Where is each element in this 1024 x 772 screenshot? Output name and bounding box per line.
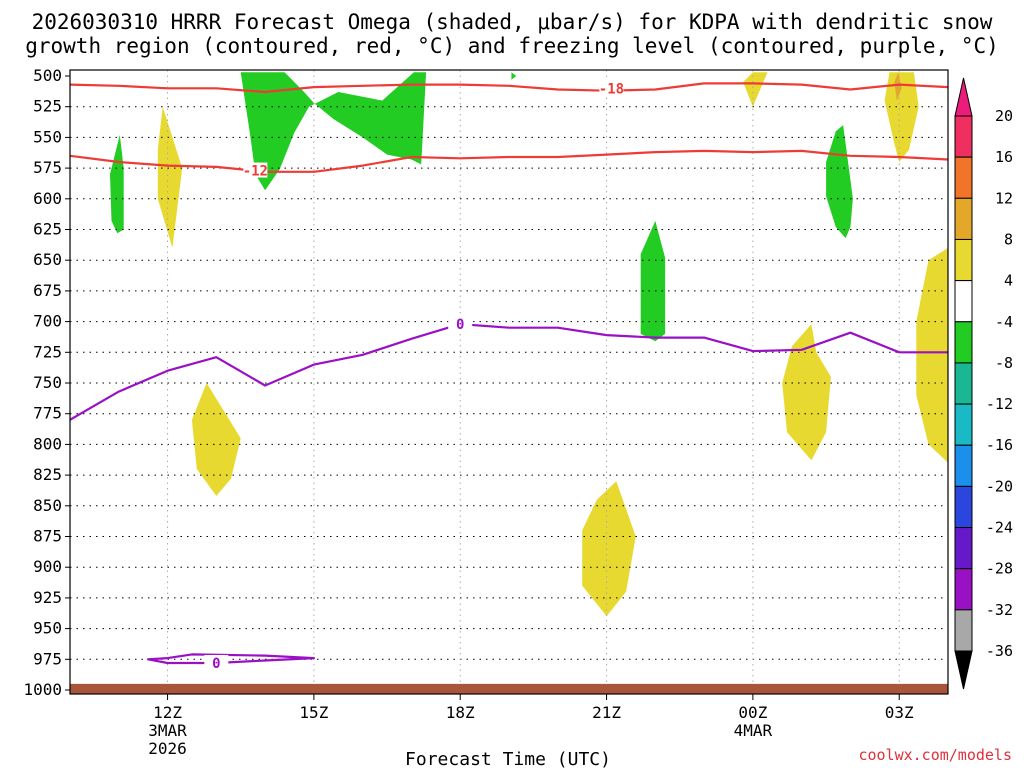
colorbar-top-arrow	[954, 77, 973, 117]
contour-label-dgz_-12C: -12	[243, 164, 268, 180]
omega-region-9	[782, 324, 831, 461]
y-tick-label: 500	[33, 66, 62, 85]
omega-region-12	[894, 72, 902, 101]
x-tick-label: 00Z	[738, 703, 767, 722]
contour-lines: -12 -18 0 0	[69, 80, 949, 672]
omega-region-11	[916, 247, 948, 463]
omega-region-0	[110, 134, 124, 234]
contour-label-freezing_level_0C: 0	[456, 317, 464, 333]
colorbar-segment	[954, 362, 973, 405]
y-tick-label: 875	[33, 527, 62, 546]
contour-label-freezing_level_0C_surface: 0	[212, 656, 220, 672]
colorbar-label: -4	[995, 313, 1013, 331]
y-tick-label: 675	[33, 281, 62, 300]
y-tick-label: 775	[33, 404, 62, 423]
plot-frame	[69, 69, 949, 695]
colorbar-label: -8	[995, 354, 1013, 372]
contour-label-dgz_-18C: -18	[599, 81, 624, 97]
x-axis-label: Forecast Time (UTC)	[405, 749, 611, 768]
colorbar-segment	[954, 238, 973, 282]
contour-label-bg	[243, 162, 268, 178]
colorbar-segment	[954, 321, 973, 364]
x-tick-date: 4MAR	[734, 721, 773, 740]
colorbar-segment	[954, 568, 973, 611]
colorbar-label: 8	[1004, 230, 1013, 248]
colorbar-segment	[954, 527, 973, 570]
omega-region-1	[240, 72, 427, 191]
contour-label-bg	[599, 80, 624, 96]
y-tick-label: 850	[33, 496, 62, 515]
colorbar-label: 4	[1004, 272, 1013, 290]
y-tick-label: 800	[33, 434, 62, 453]
x-tick-label: 15Z	[299, 703, 328, 722]
omega-region-3	[640, 220, 666, 342]
colorbar-segment	[954, 609, 973, 652]
y-tick-label: 625	[33, 220, 62, 239]
y-tick-label: 975	[33, 649, 62, 668]
omega-region-5	[157, 106, 183, 248]
colorbar-label: 12	[995, 189, 1013, 207]
x-tick-label: 12Z	[153, 703, 182, 722]
colorbar-segment	[954, 156, 973, 199]
y-tick-label: 525	[33, 97, 62, 116]
colorbar-label: -20	[986, 477, 1013, 495]
colorbar-label: -12	[986, 395, 1013, 413]
credit-text: coolwx.com/models	[858, 746, 1012, 764]
colorbar-label: -32	[986, 601, 1013, 619]
contour-dgz_-18C	[69, 82, 949, 94]
colorbar-segment	[954, 485, 973, 529]
omega-region-2	[511, 72, 517, 80]
x-tick-year: 2026	[148, 739, 187, 758]
surface-ground	[70, 683, 948, 694]
x-tick-date: 3MAR	[148, 721, 187, 740]
chart-title-line1: 2026030310 HRRR Forecast Omega (shaded, …	[32, 10, 993, 34]
chart-title-line2: growth region (contoured, red, °C) and f…	[25, 34, 999, 58]
omega-shaded-regions	[110, 72, 948, 617]
colorbar-segment	[954, 280, 973, 323]
y-tick-label: 550	[33, 127, 62, 146]
x-tick-label: 21Z	[592, 703, 621, 722]
colorbar-label: 20	[995, 107, 1013, 125]
colorbar-segment	[954, 403, 973, 446]
omega-region-6	[191, 383, 241, 496]
omega-region-10	[884, 72, 919, 162]
contour-freezing_level_0C_surface	[146, 653, 315, 665]
y-axis-ticks: 500 525 550 575 600 625 650 675 700 725 750 775 800 8…	[23, 66, 70, 699]
contour-label-bg	[204, 654, 229, 670]
contour-label-bg	[448, 316, 473, 332]
y-tick-label: 900	[33, 557, 62, 576]
y-tick-label: 950	[33, 619, 62, 638]
colorbar-segment	[954, 444, 973, 487]
colorbar-segment	[954, 115, 973, 158]
colorbar-label: -24	[986, 519, 1013, 537]
y-tick-label: 650	[33, 250, 62, 269]
x-tick-label: 18Z	[446, 703, 475, 722]
contour-freezing_level_0C	[69, 323, 948, 421]
y-tick-label: 1000	[23, 680, 62, 699]
contour-dgz_-12C	[69, 149, 949, 173]
x-tick-label: 03Z	[885, 703, 914, 722]
colorbar: 20 16 12 8 4 -4 -8 -12 -16 -20 -24 -28 -32 -36	[954, 77, 1013, 690]
y-tick-label: 575	[33, 158, 62, 177]
colorbar-label: -36	[986, 642, 1013, 660]
colorbar-label: 16	[995, 148, 1013, 166]
y-tick-label: 725	[33, 342, 62, 361]
y-tick-label: 700	[33, 312, 62, 331]
colorbar-bottom-arrow	[954, 650, 973, 690]
colorbar-label: -28	[986, 560, 1013, 578]
y-tick-label: 925	[33, 588, 62, 607]
y-tick-label: 750	[33, 373, 62, 392]
colorbar-label: -16	[986, 436, 1013, 454]
surface-band	[70, 683, 948, 694]
colorbar-segment	[954, 197, 973, 240]
omega-region-8	[743, 72, 768, 107]
y-tick-label: 600	[33, 189, 62, 208]
omega-region-7	[582, 481, 636, 617]
y-tick-label: 825	[33, 465, 62, 484]
